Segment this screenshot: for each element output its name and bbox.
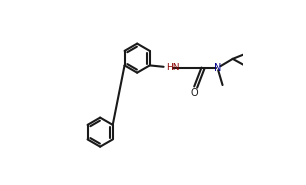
- Text: HN: HN: [166, 63, 180, 72]
- Text: O: O: [190, 88, 198, 98]
- Text: N: N: [215, 63, 222, 73]
